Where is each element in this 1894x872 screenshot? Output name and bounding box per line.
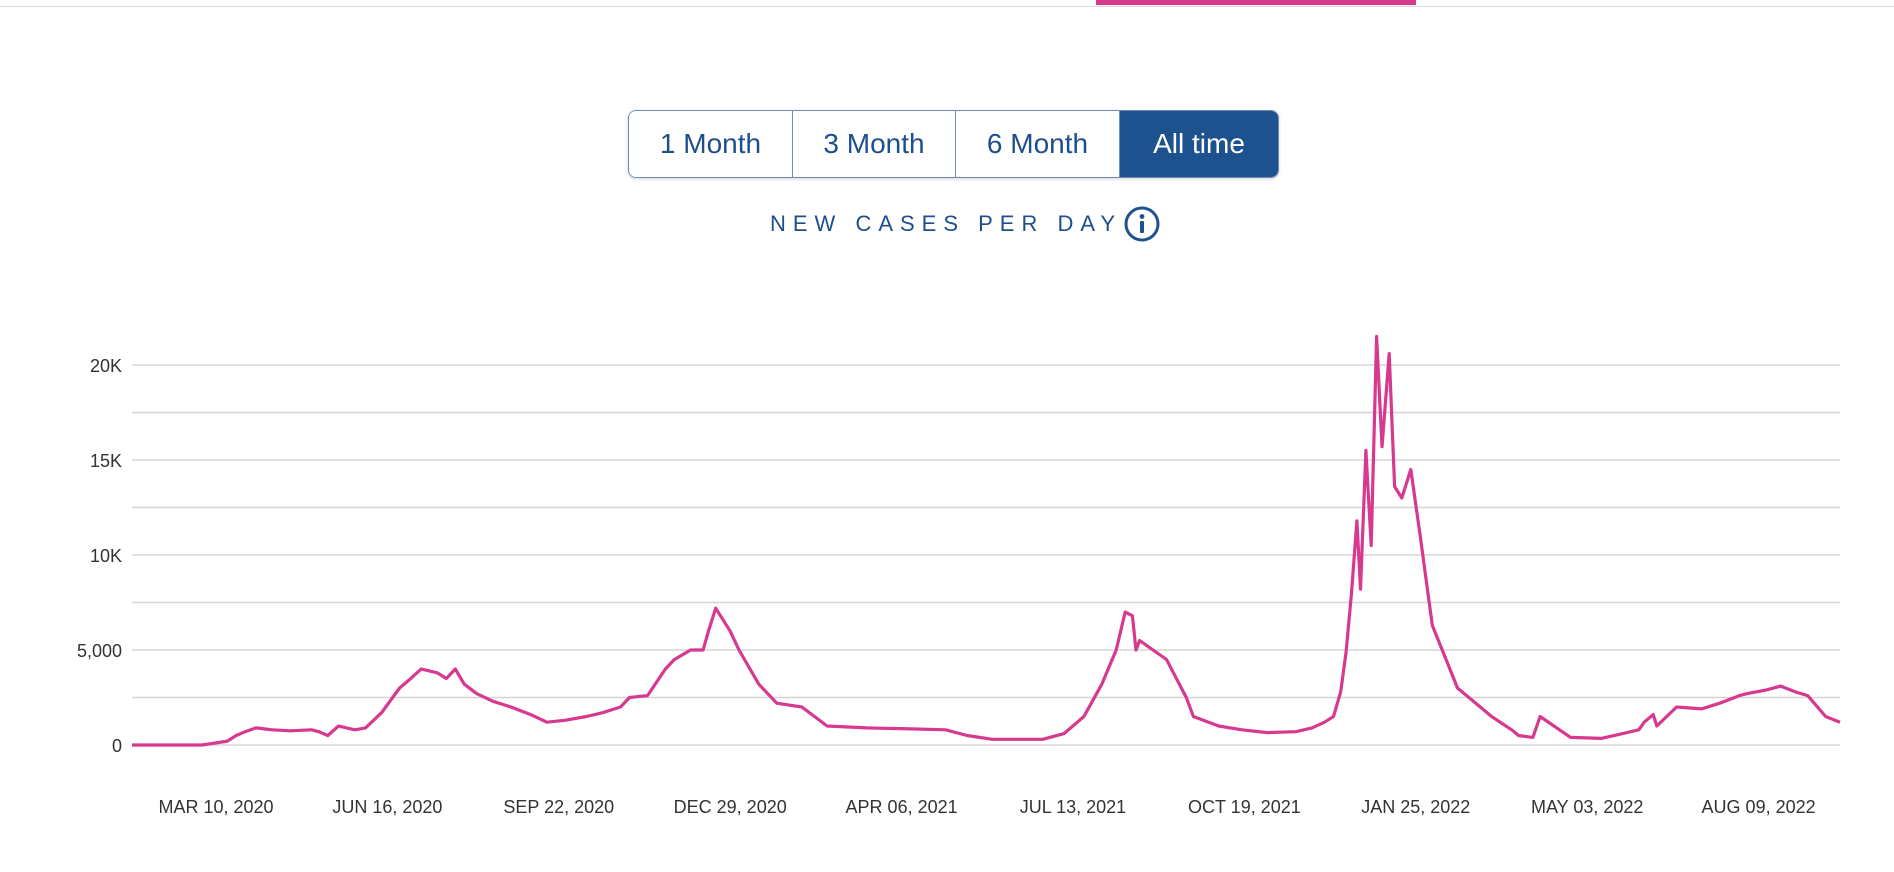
range-1-month-button[interactable]: 1 Month [629,111,793,177]
range-6-month-button[interactable]: 6 Month [956,111,1120,177]
info-circle-icon[interactable] [1124,206,1160,242]
series-line [132,334,1841,747]
y-tick-label: 20K [90,356,122,376]
chart-title-row: NEW CASES PER DAY [770,206,1160,242]
y-tick-label: 0 [112,736,122,756]
x-tick-label: SEP 22, 2020 [503,797,614,817]
time-range-selector: 1 Month 3 Month 6 Month All time [628,110,1279,178]
x-tick-label: JUN 16, 2020 [332,797,442,817]
x-tick-label: MAR 10, 2020 [158,797,273,817]
x-tick-label: MAY 03, 2022 [1531,797,1643,817]
x-tick-label: JAN 25, 2022 [1361,797,1470,817]
range-3-month-button[interactable]: 3 Month [793,111,956,177]
x-tick-label: OCT 19, 2021 [1188,797,1301,817]
x-tick-label: DEC 29, 2020 [674,797,787,817]
x-tick-label: JUL 13, 2021 [1020,797,1126,817]
series-layer [131,334,1841,747]
x-tick-label: APR 06, 2021 [846,797,958,817]
chart-title: NEW CASES PER DAY [770,211,1123,236]
range-all-time-button[interactable]: All time [1120,111,1278,177]
y-tick-label: 5,000 [77,641,122,661]
x-tick-label: AUG 09, 2022 [1702,797,1816,817]
chart-grid [132,364,1840,746]
y-tick-label: 15K [90,451,122,471]
x-axis: MAR 10, 2020 JUN 16, 2020 SEP 22, 2020 DEC … [158,797,1815,817]
active-tab-indicator [1096,0,1416,5]
top-divider [0,6,1894,7]
y-tick-label: 10K [90,546,122,566]
y-axis: 0 5,000 10K 15K 20K [77,356,122,756]
